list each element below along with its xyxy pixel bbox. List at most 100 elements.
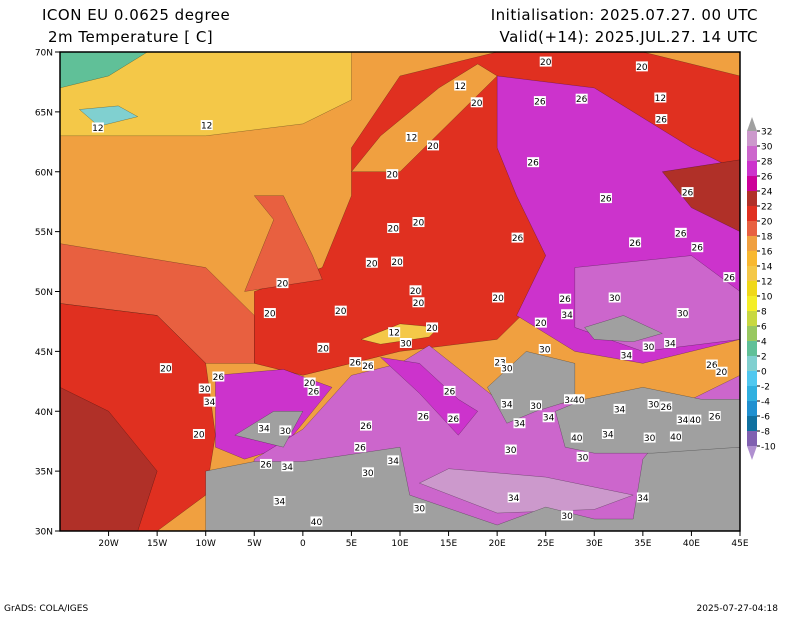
contour-label: 30 [643,343,655,353]
contour-label-box [534,317,547,328]
contour-label: 26 [576,95,588,105]
contour-label: 26 [559,295,571,305]
contour-label: 26 [260,460,272,470]
lon-tick-label: 10E [391,539,408,549]
contour-label: 20 [277,280,289,290]
sea-light [418,468,634,514]
contour-label: 30 [648,401,660,411]
init-time: Initialisation: 2025.07.27. 00 UTC [490,6,758,24]
contour-label-box [276,278,289,289]
contour-label: 26 [350,359,362,369]
colorbar-label: 10 [761,293,773,303]
greenland-corner [60,52,148,89]
axis-ticks: 30N 35N 40N 45N 50N 55N 60N 65N 70N 20W 15W 10W 5W 0 5… [35,49,749,550]
ukraine-south-hot [584,315,663,342]
colorbar-label: 12 [761,278,772,288]
contour-label-box [669,431,682,442]
contour-label-box [575,93,588,104]
contour-label-box [608,292,621,303]
contour-label: 26 [360,422,372,432]
contour-label: 30 [609,294,621,304]
contour-label-box [613,403,626,414]
contour-label-box [200,120,213,131]
contour-label: 30 [577,453,589,463]
contour-label: 12 [455,82,466,92]
contour-label: 26 [444,387,456,397]
contour-label-box [387,455,400,466]
contour-label-box [564,394,576,405]
colorbar-swatch [747,251,757,266]
colorbar-label: 32 [761,128,772,138]
contour-label: 34 [677,416,689,426]
contour-label: 34 [514,420,526,430]
colorbar-label: 28 [761,158,773,168]
colorbar-swatch [747,401,757,416]
contour-label-box [559,293,572,304]
colorbar-swatch [747,221,757,236]
colorbar-label: -2 [761,383,770,393]
contour-label-box [412,217,425,228]
contour-label-box [676,414,689,425]
contour-label: 26 [709,413,721,423]
contour-label: 30 [539,345,551,355]
contour-label: 30 [414,505,426,515]
colorbar-swatch [747,266,757,281]
contour-label: 26 [213,373,225,383]
lon-tick-label: 25E [537,539,554,549]
contour-label: 40 [571,434,583,444]
contour-label-box [412,297,425,308]
colorbar-swatch [747,311,757,326]
contour-label: 23 [494,359,505,369]
colorbar-label: 8 [761,308,767,318]
contour-label-box [513,418,526,429]
contour-label-box [198,383,211,394]
contour-label-box [715,366,728,377]
contour-label: 26 [534,98,546,108]
contour-label: 34 [501,401,513,411]
contour-label: 30 [400,339,412,349]
contour-label: 20 [160,365,172,375]
contour-label: 26 [656,116,668,126]
contour-label-box [561,309,574,320]
contour-label: 26 [512,234,524,244]
contour-label: 30 [280,427,292,437]
contour-label-box [674,227,687,238]
contour-label: 26 [724,274,736,284]
lon-tick-label: 45E [731,539,748,549]
contour-label-box [281,461,294,472]
contour-label: 34 [282,463,294,473]
contour-label: 20 [387,171,399,181]
contour-label: 34 [561,311,573,321]
uk-band [244,195,323,292]
contour-label: 34 [508,494,520,504]
contour-label-box [530,400,542,411]
contour-label: 30 [501,365,513,375]
contour-label: 20 [391,258,403,268]
contour-label-box [263,308,276,319]
contour-label-box [203,396,216,407]
colorbar-label: 2 [761,353,767,363]
contour-label-box [538,343,551,354]
contour-label: 34 [637,494,649,504]
contour-label: 30 [561,512,573,522]
contour-label: 20 [492,294,504,304]
contour-label: 20 [413,219,425,229]
contour-label-box [599,193,612,204]
lon-tick-label: 15W [147,539,167,549]
colorbar-label: 26 [761,173,773,183]
colorbar-label: 30 [761,143,773,153]
contour-label-box [533,96,546,107]
contour-label-box [279,425,292,436]
colorbar-label: -8 [761,428,770,438]
colorbar-bottom-arrow [747,446,757,460]
contour-label-box [388,327,401,338]
contour-label-box [361,467,374,478]
contour-label-box [601,429,614,440]
contour-label: 34 [614,405,626,415]
scandinavian-mountains [351,63,498,172]
contour-label: 26 [308,387,320,397]
colorbar-swatch [747,371,757,386]
lat-tick-label: 60N [35,168,53,178]
